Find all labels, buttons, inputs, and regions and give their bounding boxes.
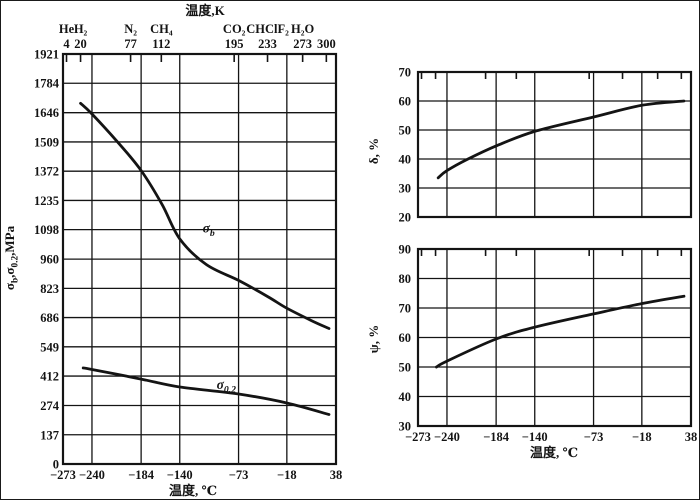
y-tick-label: 40: [399, 153, 412, 167]
x-tick-label: 38: [685, 430, 698, 444]
y-tick-label: 0: [53, 458, 59, 472]
y-tick-label: 30: [399, 182, 412, 196]
curve-psi: [435, 294, 686, 369]
x-tick-label: −18: [632, 430, 652, 444]
x-tick-label: −273: [405, 430, 431, 444]
curve-delta: [436, 99, 686, 180]
y-tick-label: 70: [399, 302, 412, 316]
y-tick-label: 412: [40, 370, 59, 384]
y-tick-label: 80: [399, 272, 412, 286]
gas-label: CH₄: [150, 22, 173, 36]
gas-label: CHClF₂: [246, 22, 289, 36]
y-tick-label: 1921: [34, 48, 59, 62]
y-tick-label: 1509: [34, 135, 59, 149]
x-tick-label: 38: [330, 468, 343, 482]
y-tick-label: 823: [40, 282, 59, 296]
x-tick-label: −140: [522, 430, 548, 444]
y-tick-label: 1235: [34, 194, 59, 208]
y-tick-label: 50: [399, 361, 412, 375]
x-axis-title: 温度, ℃: [169, 483, 217, 498]
y-tick-label: 70: [399, 66, 412, 80]
x-tick-label: −240: [79, 468, 105, 482]
y-tick-label: 1646: [34, 106, 59, 120]
x-tick-label: −273: [50, 468, 76, 482]
curve-sigma-0-2: [81, 366, 331, 416]
plot-border: [416, 247, 693, 428]
gas-label: H₂: [74, 22, 88, 36]
y-tick-label: 137: [40, 428, 59, 442]
y-tick-label: 30: [399, 420, 412, 434]
top-tick-label: 112: [152, 37, 170, 51]
elongation-chart: 20 30 40 50 60 70 δ, %: [366, 66, 693, 225]
top-tick-label: 195: [225, 37, 244, 51]
x-tick-label: −73: [229, 468, 249, 482]
y-tick-label: 40: [399, 390, 412, 404]
y-tick-label: 1098: [34, 223, 59, 237]
y-tick-label: 60: [399, 95, 412, 109]
top-tick-label: 300: [317, 37, 336, 51]
top-tick-label: 77: [124, 37, 137, 51]
gas-label: CO₂: [223, 22, 246, 36]
y-axis-title: σb,σ0.2,MPa: [2, 225, 21, 290]
y-tick-label: 60: [399, 331, 412, 345]
x-tick-label: −140: [167, 468, 193, 482]
curve-label-sigma-b: σb: [203, 220, 215, 239]
y-tick-label: 274: [40, 399, 60, 413]
curve-sigma-b: [79, 101, 331, 330]
x-axis-title: 温度, ℃: [530, 445, 578, 460]
gas-label: He: [59, 22, 75, 36]
y-tick-label: 549: [40, 340, 59, 354]
top-axis-title: 温度,K: [185, 3, 225, 18]
reduction-of-area-chart: 30 40 50 60 70 80 90 ψ, % −273 −240 −184 −140 −73 −18…: [366, 243, 697, 461]
plot-border: [416, 70, 693, 219]
y-tick-label: 960: [40, 253, 59, 267]
top-tick-label: 273: [293, 37, 312, 51]
top-tick-label: 4: [63, 37, 70, 51]
gas-label: N₂: [124, 22, 137, 36]
y-tick-label: 1784: [34, 77, 60, 91]
y-tick-label: 90: [399, 243, 412, 257]
top-tick-label: 20: [74, 37, 87, 51]
gas-label: H₂O: [291, 22, 314, 36]
x-tick-label: −184: [483, 430, 510, 444]
y-tick-label: 686: [40, 311, 59, 325]
y-tick-label: 50: [399, 124, 412, 138]
y-tick-label: 1372: [34, 165, 59, 179]
x-tick-label: −240: [434, 430, 460, 444]
top-tick-label: 233: [258, 37, 277, 51]
y-axis-title: δ, %: [366, 138, 381, 164]
y-axis-title: ψ, %: [366, 325, 381, 353]
y-tick-label: 20: [399, 211, 412, 225]
x-tick-label: −73: [584, 430, 604, 444]
x-tick-label: −18: [277, 468, 297, 482]
plot-border: [61, 52, 338, 466]
curve-label-sigma-0-2: σ0.2: [217, 377, 237, 396]
x-tick-label: −184: [128, 468, 155, 482]
